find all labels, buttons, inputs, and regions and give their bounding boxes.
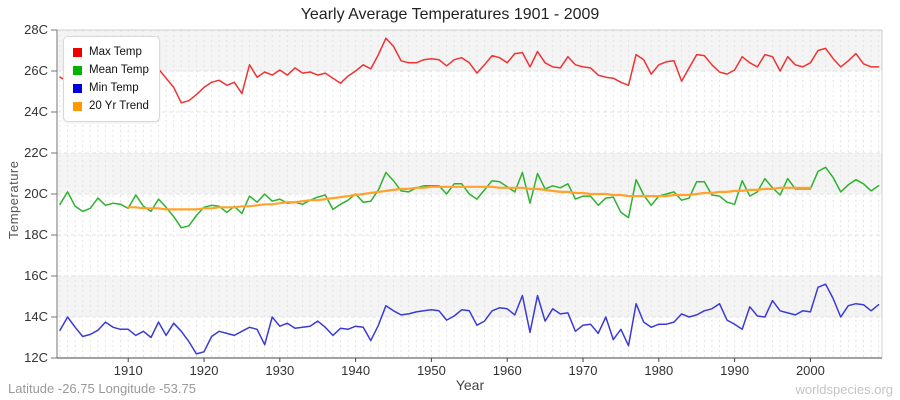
legend-item-label: Mean Temp (89, 64, 149, 76)
y-tick-label: 20C (24, 186, 48, 201)
legend-item-20-yr-trend[interactable]: 20 Yr Trend (73, 97, 149, 115)
y-tick-label: 24C (24, 104, 48, 119)
x-tick-label: 1960 (493, 363, 522, 378)
legend-swatch (73, 65, 82, 75)
x-tick-label: 1980 (644, 363, 673, 378)
trend-line (127, 185, 812, 211)
y-tick-label: 12C (24, 350, 48, 365)
x-axis-title: Year (455, 377, 485, 393)
chart-title: Yearly Average Temperatures 1901 - 2009 (300, 6, 600, 23)
x-tick-label: 1970 (569, 363, 598, 378)
y-tick-label: 28C (24, 22, 48, 37)
legend: Max Temp Mean Temp Min Temp 20 Yr Trend (63, 36, 160, 122)
y-tick-label: 18C (24, 227, 48, 242)
min-temp-line (59, 283, 880, 355)
x-tick-label: 1990 (720, 363, 749, 378)
legend-item-max-temp[interactable]: Max Temp (73, 43, 149, 61)
y-axis-title: Temperature (6, 160, 21, 240)
coordinates-label: Latitude -26.75 Longitude -53.75 (8, 381, 196, 396)
legend-swatch (73, 101, 82, 111)
x-tick-label: 1950 (417, 363, 446, 378)
legend-item-label: Max Temp (89, 46, 142, 58)
x-tick-label: 1910 (114, 363, 143, 378)
y-tick-label: 22C (24, 145, 48, 160)
legend-item-label: 20 Yr Trend (89, 100, 149, 112)
legend-swatch (73, 83, 82, 93)
x-tick-label: 2000 (796, 363, 825, 378)
legend-item-min-temp[interactable]: Min Temp (73, 79, 149, 97)
x-tick-label: 1920 (190, 363, 219, 378)
watermark-label: worldspecies.org (795, 382, 893, 397)
x-tick-label: 1930 (265, 363, 294, 378)
mean-temp-line (59, 166, 880, 229)
legend-item-label: Min Temp (89, 82, 139, 94)
max-temp-line (59, 37, 880, 104)
y-tick-label: 16C (24, 268, 48, 283)
legend-swatch (73, 47, 82, 57)
x-tick-label: 1940 (341, 363, 370, 378)
legend-item-mean-temp[interactable]: Mean Temp (73, 61, 149, 79)
y-tick-label: 26C (24, 63, 48, 78)
y-tick-label: 14C (24, 309, 48, 324)
